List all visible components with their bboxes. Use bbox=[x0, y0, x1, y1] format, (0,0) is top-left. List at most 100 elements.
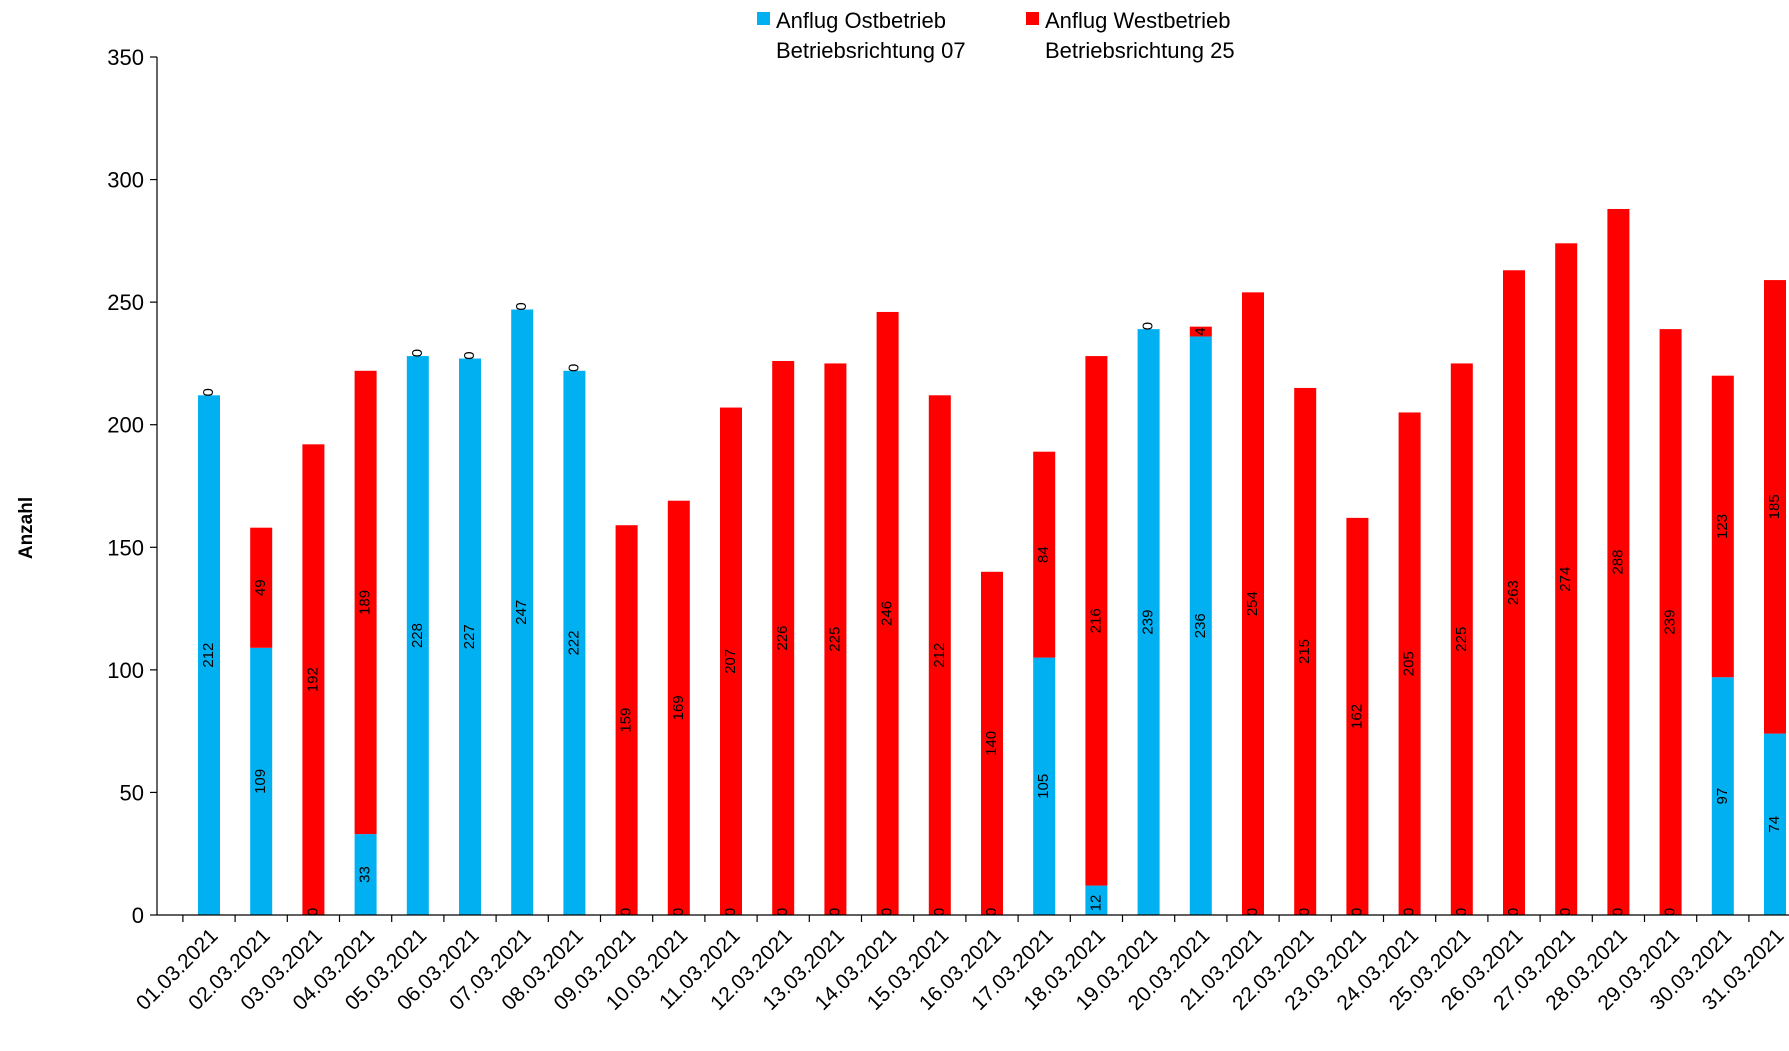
bar-westbetrieb bbox=[354, 370, 377, 835]
data-label-ostbetrieb: 0 bbox=[1348, 908, 1365, 916]
bar-ostbetrieb bbox=[1764, 733, 1786, 915]
data-label-ostbetrieb: 239 bbox=[1140, 610, 1157, 635]
bar-westbetrieb bbox=[1294, 387, 1317, 915]
bar-westbetrieb bbox=[981, 571, 1003, 915]
bar-westbetrieb bbox=[302, 444, 325, 915]
bar-westbetrieb bbox=[1398, 412, 1421, 915]
x-axis: 01.03.202102.03.202103.03.202104.03.2021… bbox=[132, 914, 1789, 1015]
chart-legend: Anflug Ostbetrieb Betriebsrichtung 07 An… bbox=[757, 8, 1235, 63]
data-label-westbetrieb: 4 bbox=[1192, 327, 1209, 335]
data-label-westbetrieb: 162 bbox=[1348, 704, 1365, 729]
y-tick-label: 0 bbox=[132, 903, 144, 928]
data-label-westbetrieb: 49 bbox=[252, 579, 269, 596]
bar-ostbetrieb bbox=[1085, 885, 1108, 915]
data-label-westbetrieb: 0 bbox=[565, 364, 582, 372]
y-tick-label: 100 bbox=[107, 658, 144, 683]
bar-westbetrieb bbox=[1711, 375, 1734, 678]
y-tick-label: 200 bbox=[107, 413, 144, 438]
data-label-ostbetrieb: 0 bbox=[618, 908, 635, 916]
bar-series-group: 212 0 109 49 0 192 33 189 228 0 227 0 247 0 222 0 0 159 0 1… bbox=[198, 208, 1786, 916]
data-label-ostbetrieb: 0 bbox=[1505, 908, 1522, 916]
y-tick-label: 250 bbox=[107, 290, 144, 315]
data-label-ostbetrieb: 0 bbox=[1296, 908, 1313, 916]
data-label-ostbetrieb: 0 bbox=[931, 908, 948, 916]
bar-westbetrieb bbox=[772, 360, 795, 915]
data-label-ostbetrieb: 228 bbox=[409, 623, 426, 648]
bar-westbetrieb bbox=[1033, 451, 1056, 658]
data-label-westbetrieb: 215 bbox=[1296, 639, 1313, 664]
bar-ostbetrieb bbox=[511, 309, 534, 915]
data-label-ostbetrieb: 12 bbox=[1087, 895, 1104, 912]
legend-swatch-westbetrieb bbox=[1026, 12, 1039, 25]
bar-ostbetrieb bbox=[1189, 336, 1212, 915]
data-label-ostbetrieb: 0 bbox=[879, 908, 896, 916]
y-tick-label: 50 bbox=[120, 780, 144, 805]
bar-westbetrieb bbox=[1764, 280, 1786, 734]
bar-ostbetrieb bbox=[459, 358, 481, 915]
y-tick-label: 350 bbox=[107, 45, 144, 70]
data-label-ostbetrieb: 0 bbox=[826, 908, 843, 916]
legend-label-ostbetrieb: Anflug Ostbetrieb bbox=[776, 8, 946, 33]
bar-westbetrieb bbox=[1242, 292, 1264, 915]
data-label-westbetrieb: 207 bbox=[722, 649, 739, 674]
data-label-ostbetrieb: 0 bbox=[670, 908, 687, 916]
data-label-ostbetrieb: 97 bbox=[1714, 788, 1731, 805]
data-label-westbetrieb: 225 bbox=[1453, 627, 1470, 652]
bar-ostbetrieb bbox=[198, 395, 220, 916]
legend-swatch-ostbetrieb bbox=[757, 12, 770, 25]
data-label-ostbetrieb: 74 bbox=[1766, 816, 1783, 833]
bar-westbetrieb bbox=[1346, 517, 1369, 915]
data-label-westbetrieb: 216 bbox=[1087, 608, 1104, 633]
bar-ostbetrieb bbox=[406, 356, 429, 915]
data-label-ostbetrieb: 236 bbox=[1192, 613, 1209, 638]
data-label-westbetrieb: 226 bbox=[774, 625, 791, 650]
legend-label-westbetrieb: Anflug Westbetrieb bbox=[1045, 8, 1230, 33]
bar-westbetrieb bbox=[928, 395, 951, 916]
data-label-ostbetrieb: 0 bbox=[774, 908, 791, 916]
data-label-ostbetrieb: 227 bbox=[461, 624, 478, 649]
data-label-ostbetrieb: 0 bbox=[722, 908, 739, 916]
data-label-ostbetrieb: 0 bbox=[1453, 908, 1470, 916]
legend-label-ostbetrieb-line2: Betriebsrichtung 07 bbox=[776, 38, 966, 63]
data-label-westbetrieb: 0 bbox=[200, 388, 217, 396]
bar-ostbetrieb bbox=[1137, 329, 1160, 915]
data-label-westbetrieb: 123 bbox=[1714, 514, 1731, 539]
data-label-westbetrieb: 205 bbox=[1401, 651, 1418, 676]
bar-westbetrieb bbox=[1503, 270, 1525, 915]
bar-ostbetrieb bbox=[354, 834, 377, 915]
bar-westbetrieb bbox=[250, 527, 273, 648]
data-label-westbetrieb: 239 bbox=[1662, 610, 1679, 635]
data-label-ostbetrieb: 212 bbox=[200, 643, 217, 668]
bar-westbetrieb bbox=[824, 363, 847, 915]
data-label-westbetrieb: 159 bbox=[618, 708, 635, 733]
bar-westbetrieb bbox=[876, 311, 899, 915]
data-label-ostbetrieb: 0 bbox=[1557, 908, 1574, 916]
data-label-ostbetrieb: 0 bbox=[1401, 908, 1418, 916]
data-label-westbetrieb: 263 bbox=[1505, 580, 1522, 605]
data-label-westbetrieb: 185 bbox=[1766, 494, 1783, 519]
data-label-westbetrieb: 0 bbox=[409, 349, 426, 357]
bar-westbetrieb bbox=[1607, 208, 1630, 915]
data-label-westbetrieb: 274 bbox=[1557, 567, 1574, 592]
data-label-westbetrieb: 225 bbox=[826, 627, 843, 652]
bar-westbetrieb bbox=[667, 500, 690, 915]
bar-westbetrieb bbox=[615, 525, 638, 915]
data-label-westbetrieb: 0 bbox=[1140, 322, 1157, 330]
data-label-westbetrieb: 246 bbox=[879, 601, 896, 626]
legend-label-westbetrieb-line2: Betriebsrichtung 25 bbox=[1045, 38, 1235, 63]
data-label-ostbetrieb: 0 bbox=[304, 908, 321, 916]
data-label-westbetrieb: 0 bbox=[513, 302, 530, 310]
data-label-ostbetrieb: 0 bbox=[983, 908, 1000, 916]
bar-westbetrieb bbox=[720, 407, 742, 915]
data-label-westbetrieb: 140 bbox=[983, 731, 1000, 756]
data-label-ostbetrieb: 0 bbox=[1244, 908, 1261, 916]
y-tick-label: 300 bbox=[107, 168, 144, 193]
data-label-westbetrieb: 254 bbox=[1244, 591, 1261, 616]
bar-westbetrieb bbox=[1659, 329, 1682, 915]
data-label-ostbetrieb: 247 bbox=[513, 600, 530, 625]
data-label-westbetrieb: 169 bbox=[670, 695, 687, 720]
bar-ostbetrieb bbox=[250, 647, 273, 915]
data-label-westbetrieb: 0 bbox=[461, 351, 478, 359]
bar-ostbetrieb bbox=[1033, 657, 1056, 915]
